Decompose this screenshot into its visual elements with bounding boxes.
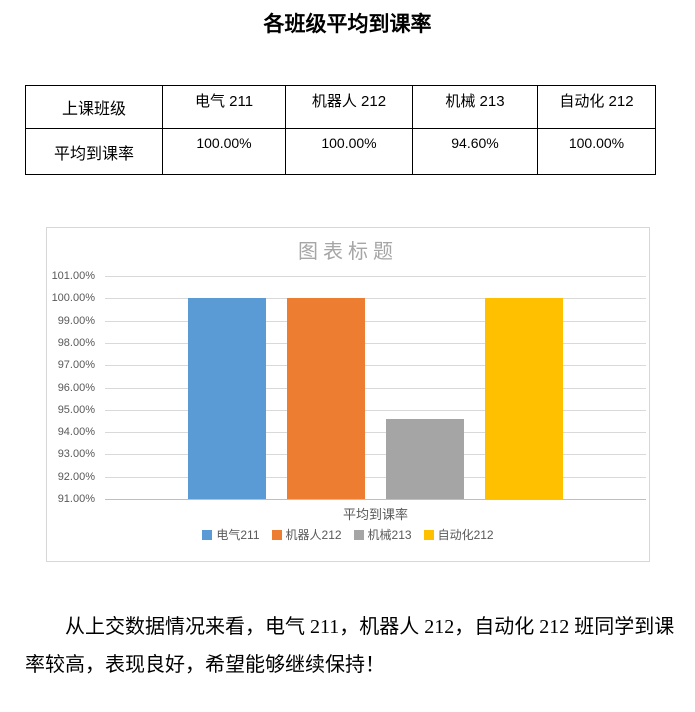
summary-paragraph: 从上交数据情况来看，电气 211，机器人 212，自动化 212 班同学到课 率… (25, 608, 675, 684)
y-axis-tick-label: 100.00% (51, 292, 95, 304)
bar-chart: 图表标题 91.00% 92.00% 93.00% 94.00% 95.00% 96.00… (46, 227, 650, 562)
chart-title: 图表标题 (298, 241, 398, 263)
y-axis-tick-label: 96.00% (57, 382, 95, 394)
legend-label: 机械213 (367, 528, 412, 542)
table-row-label-class: 上课班级 (25, 85, 163, 129)
table-header-row: 上课班级 电气 211 机器人 212 机械 213 自动化 212 (25, 85, 656, 129)
legend-swatch-icon (423, 529, 434, 540)
legend-label: 机器人212 (285, 528, 342, 542)
legend-item: 自动化212 (423, 526, 494, 543)
legend-item: 电气211 (202, 526, 260, 543)
bar-series-3 (386, 419, 464, 499)
attendance-value-cell: 94.60% (412, 128, 538, 175)
gridline (105, 321, 646, 322)
table-row-label-rate: 平均到课率 (25, 128, 163, 175)
attendance-table: 上课班级 电气 211 机器人 212 机械 213 自动化 212 平均到课率 10… (25, 85, 656, 175)
y-axis-tick-label: 91.00% (57, 493, 95, 505)
gridline (105, 477, 646, 478)
x-axis-category-label: 平均到课率 (342, 507, 408, 522)
gridline (105, 298, 646, 299)
bar-series-4 (485, 298, 563, 499)
class-name-cell: 电气 211 (162, 85, 286, 129)
attendance-value-cell: 100.00% (162, 128, 286, 175)
legend-item: 机器人212 (271, 526, 342, 543)
table-value-row: 平均到课率 100.00% 100.00% 94.60% 100.00% (25, 128, 656, 175)
gridline (105, 388, 646, 389)
attendance-value-cell: 100.00% (285, 128, 413, 175)
gridline (105, 410, 646, 411)
bar-series-2 (287, 298, 365, 499)
gridline (105, 454, 646, 455)
y-axis-tick-label: 93.00% (57, 448, 95, 460)
summary-line: 从上交数据情况来看，电气 211，机器人 212，自动化 212 班同学到课 (65, 616, 675, 638)
class-name-cell: 自动化 212 (537, 85, 656, 129)
y-axis-tick-label: 101.00% (51, 270, 95, 282)
legend-swatch-icon (202, 529, 213, 540)
legend-label: 自动化212 (437, 528, 494, 542)
page-title: 各班级平均到课率 (263, 12, 432, 36)
y-axis-tick-label: 98.00% (57, 337, 95, 349)
gridline (105, 365, 646, 366)
plot-area: 91.00% 92.00% 93.00% 94.00% 95.00% 96.00% 97.0… (47, 228, 649, 561)
legend-item: 机械213 (353, 526, 412, 543)
y-axis-tick-label: 94.00% (57, 426, 95, 438)
y-axis-tick-label: 92.00% (57, 471, 95, 483)
y-axis-tick-label: 95.00% (57, 404, 95, 416)
x-axis-line (105, 499, 646, 500)
y-axis-tick-label: 99.00% (57, 315, 95, 327)
class-name-cell: 机器人 212 (285, 85, 413, 129)
attendance-value-cell: 100.00% (537, 128, 656, 175)
y-axis-tick-label: 97.00% (57, 359, 95, 371)
gridline (105, 343, 646, 344)
gridline (105, 276, 646, 277)
legend-label: 电气211 (216, 528, 260, 542)
summary-line: 率较高，表现良好，希望能够继续保持！ (25, 654, 385, 676)
legend-swatch-icon (353, 529, 364, 540)
chart-legend: 电气211 机器人212 机械213 自动化212 (47, 526, 649, 543)
bar-series-1 (188, 298, 266, 499)
gridline (105, 432, 646, 433)
legend-swatch-icon (271, 529, 282, 540)
class-name-cell: 机械 213 (412, 85, 538, 129)
